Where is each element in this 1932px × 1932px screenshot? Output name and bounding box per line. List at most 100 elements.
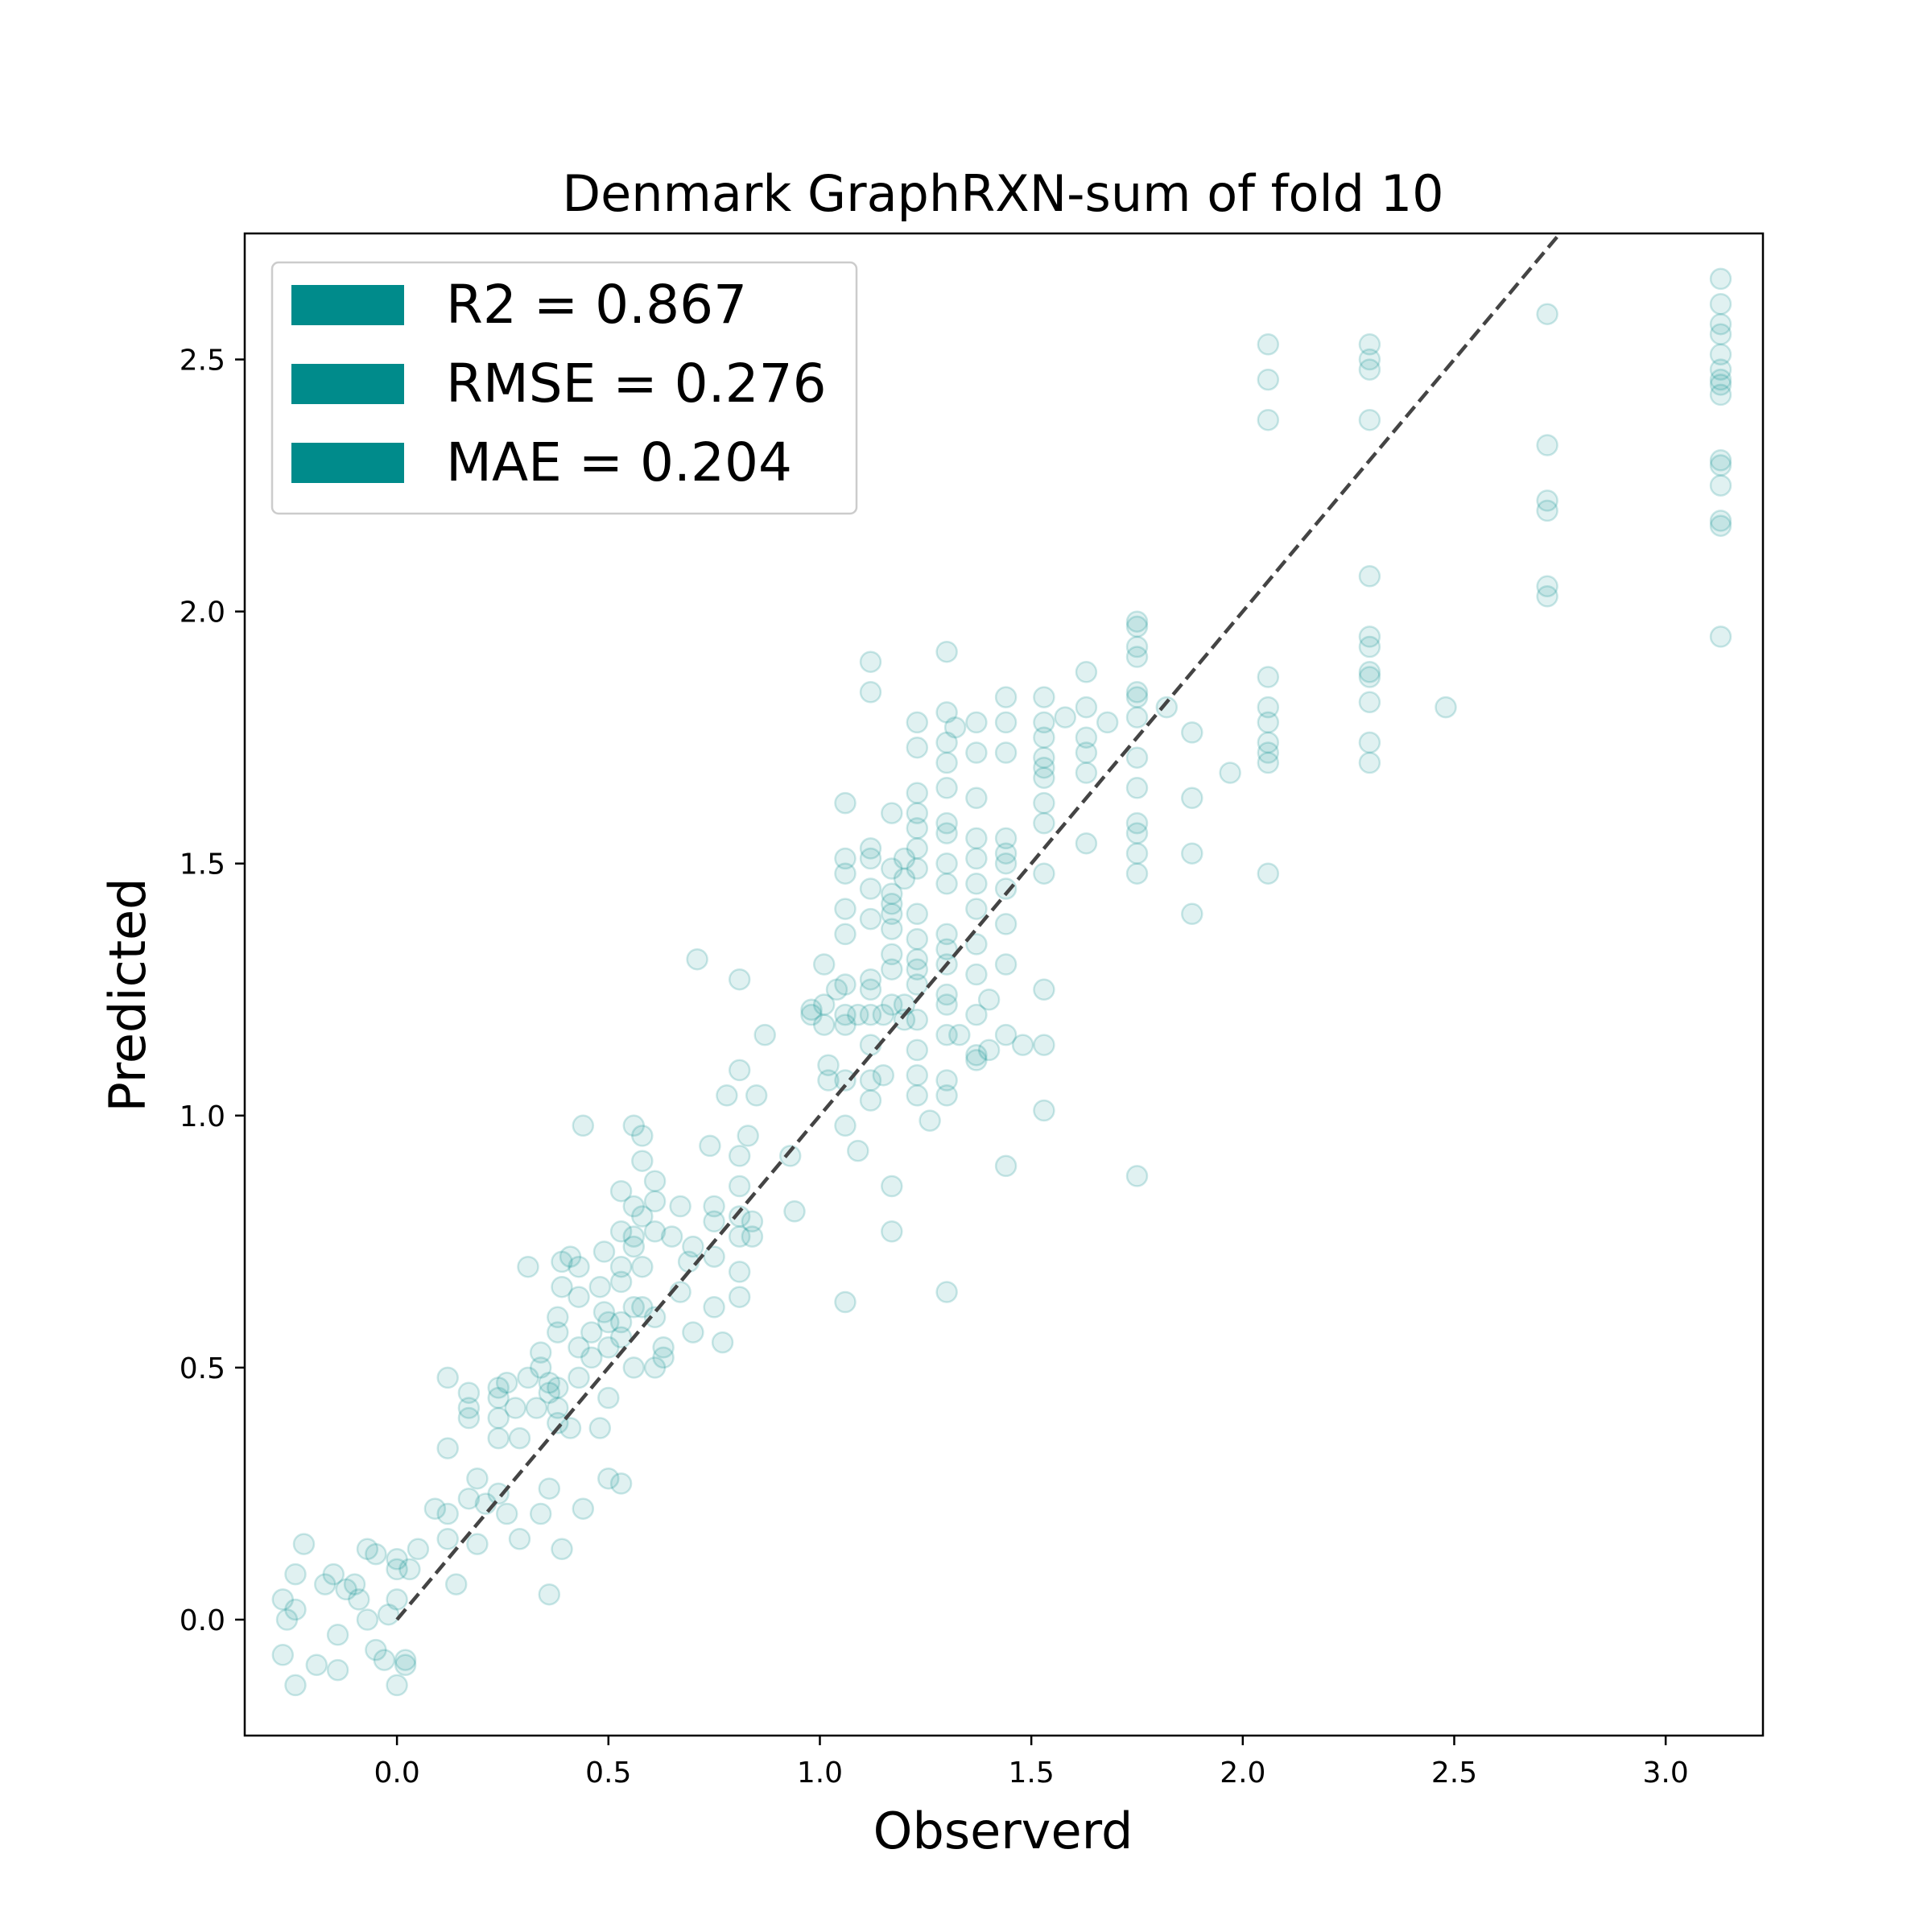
data-point <box>508 1426 531 1450</box>
data-point <box>487 1426 510 1450</box>
data-point <box>597 1386 620 1410</box>
data-point <box>834 973 857 996</box>
data-point <box>1125 862 1149 885</box>
data-point <box>812 993 836 1016</box>
data-point <box>935 811 958 835</box>
data-point <box>965 711 988 734</box>
data-point <box>407 1538 430 1561</box>
data-point <box>1033 726 1055 749</box>
data-point <box>737 1125 759 1147</box>
data-point <box>935 1084 958 1107</box>
y-tick-label: 2.0 <box>180 597 225 630</box>
data-point <box>457 1406 481 1430</box>
data-point <box>834 923 857 946</box>
data-point <box>356 1608 379 1631</box>
data-point <box>580 1346 603 1369</box>
data-point <box>994 1023 1018 1046</box>
data-point <box>538 1371 561 1394</box>
data-point <box>1709 292 1732 316</box>
data-point <box>881 1174 903 1198</box>
data-point <box>728 1261 751 1283</box>
data-point <box>1155 696 1179 719</box>
legend-patch-rmse <box>291 364 404 404</box>
legend-patch-r2 <box>291 285 404 325</box>
data-point <box>1125 610 1149 633</box>
data-point <box>859 1089 882 1112</box>
data-point <box>1709 514 1732 537</box>
data-point <box>444 1573 468 1596</box>
data-point <box>834 1013 857 1036</box>
data-point <box>609 1311 633 1334</box>
data-point <box>1358 751 1381 774</box>
data-point <box>881 918 903 940</box>
data-point <box>643 1170 667 1192</box>
data-point <box>906 837 929 860</box>
data-point <box>517 1366 539 1389</box>
data-point <box>284 1563 307 1586</box>
data-point <box>568 1336 590 1359</box>
chart-title: Denmark GraphRXN-sum of fold 10 <box>562 164 1443 223</box>
data-point <box>1033 811 1055 835</box>
data-point <box>631 1296 654 1319</box>
data-point <box>859 837 882 860</box>
data-point <box>935 777 958 799</box>
data-point <box>631 1255 654 1278</box>
data-point <box>817 1069 840 1092</box>
data-point <box>728 1145 751 1167</box>
data-point <box>728 1225 751 1248</box>
data-point <box>495 1371 518 1394</box>
data-point <box>284 1674 307 1697</box>
data-point <box>559 1245 582 1268</box>
data-point <box>906 958 929 980</box>
data-point <box>935 701 958 724</box>
data-point <box>572 1114 595 1137</box>
data-point <box>1075 741 1098 764</box>
data-point <box>1181 721 1203 744</box>
data-point <box>538 1381 561 1404</box>
data-point <box>881 893 903 915</box>
data-point <box>893 1009 916 1031</box>
data-point <box>436 1502 459 1525</box>
data-point <box>834 1114 857 1137</box>
data-point <box>394 1649 417 1671</box>
data-point <box>906 736 929 759</box>
data-point <box>1709 323 1732 345</box>
x-tick-label: 0.0 <box>374 1757 419 1790</box>
data-point <box>1125 746 1149 769</box>
data-point <box>906 1084 929 1107</box>
data-point <box>859 681 882 704</box>
data-point <box>622 1235 646 1258</box>
data-point <box>377 1603 400 1626</box>
data-point <box>872 1003 895 1026</box>
data-point <box>994 953 1018 976</box>
data-point <box>965 1049 988 1071</box>
data-point <box>314 1573 336 1596</box>
data-point <box>1125 681 1149 704</box>
data-point <box>1033 746 1055 769</box>
data-point <box>1181 902 1203 926</box>
data-point <box>343 1573 366 1596</box>
data-point <box>529 1502 552 1525</box>
data-point <box>1358 348 1381 371</box>
data-point <box>1125 811 1149 835</box>
data-point <box>386 1548 408 1571</box>
data-point <box>872 1063 895 1087</box>
data-point <box>906 902 929 926</box>
data-point <box>965 933 988 956</box>
data-point <box>994 842 1018 865</box>
data-point <box>1358 691 1381 714</box>
data-point <box>466 1467 489 1490</box>
data-point <box>977 1038 1001 1062</box>
data-point <box>631 1150 654 1172</box>
data-point <box>881 943 903 966</box>
data-point <box>1257 696 1280 719</box>
data-point <box>373 1649 396 1671</box>
data-point <box>1257 741 1280 764</box>
data-point <box>1709 343 1732 366</box>
data-point <box>859 847 882 870</box>
data-point <box>994 686 1018 708</box>
data-point <box>1033 711 1055 734</box>
data-point <box>935 640 958 663</box>
data-point <box>551 1250 573 1274</box>
data-point <box>1358 666 1381 688</box>
